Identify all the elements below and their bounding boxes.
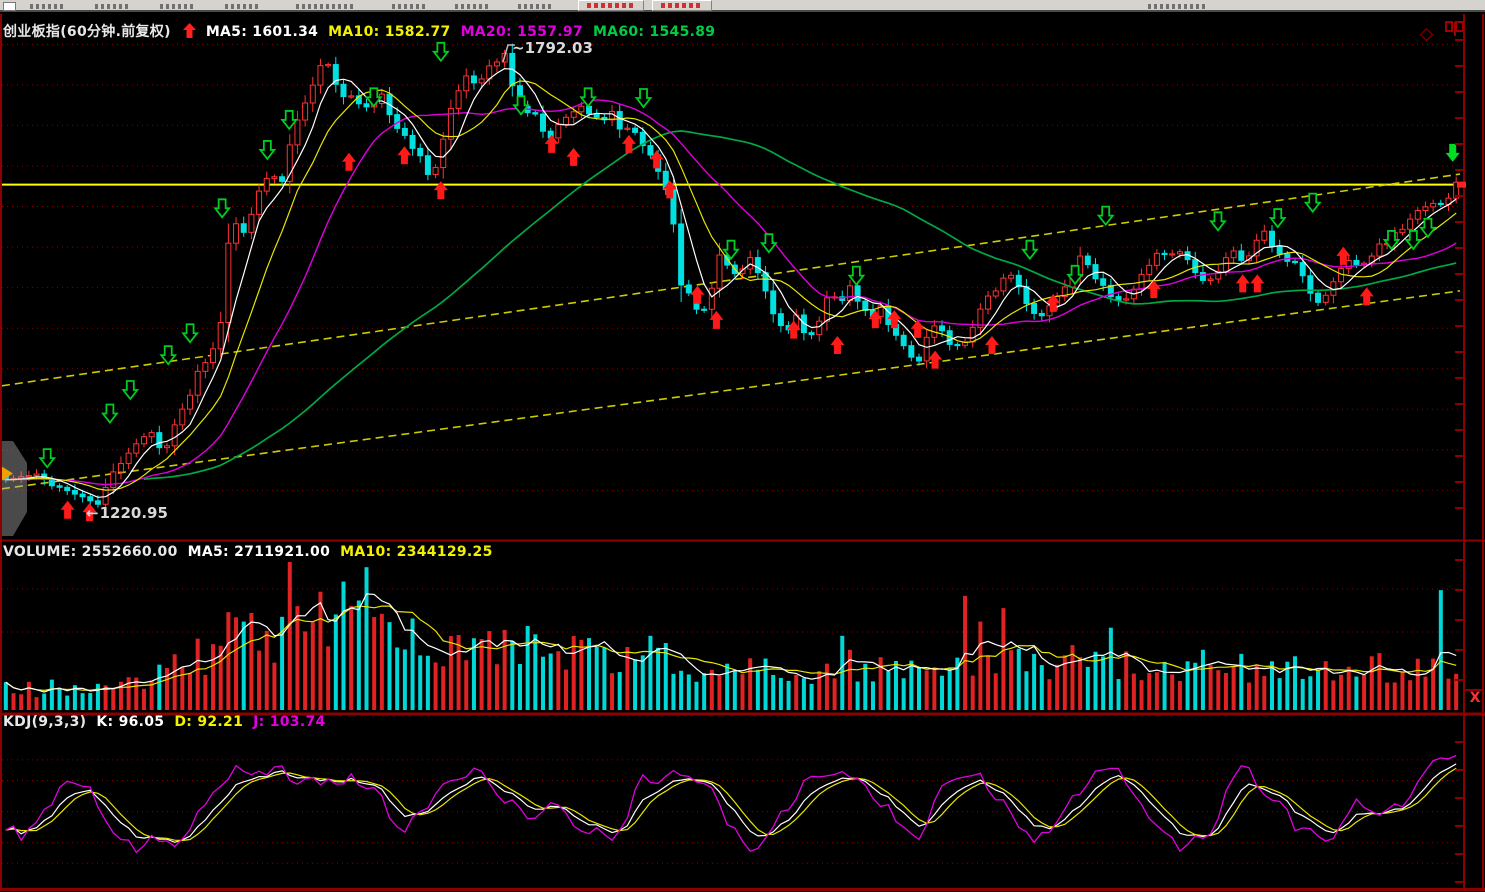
ma10-value: MA10: 1582.77 — [328, 24, 451, 40]
kdj-k-value: K: 96.05 — [96, 714, 165, 730]
annotation-leader: ~ — [512, 39, 525, 57]
volume-ma-lines — [5, 593, 1457, 693]
volume-pane-header: VOLUME: 2552660.00 MA5: 2711921.00 MA10: 2… — [3, 544, 503, 560]
instrument-title: 创业板指(60分钟.前复权) — [3, 24, 171, 40]
volume-ma5-value: MA5: 2711921.00 — [187, 544, 331, 560]
up-arrow-icon — [182, 23, 196, 42]
high-price-value: 1792.03 — [524, 39, 593, 57]
top-toolbar — [0, 0, 1485, 12]
low-price-value: 1220.95 — [99, 504, 168, 522]
menu-item-smudge[interactable] — [455, 4, 489, 9]
diamond-icon[interactable]: ◇ — [1420, 24, 1434, 44]
ma-lines — [5, 67, 1457, 498]
high-price-annotation: ~1792.03 — [512, 39, 593, 57]
kdj-lines — [5, 754, 1457, 854]
kdj-d-value: D: 92.21 — [174, 714, 244, 730]
close-indicator-button[interactable]: X — [1469, 690, 1481, 706]
ma60-value: MA60: 1545.89 — [592, 24, 716, 40]
kdj-gridlines — [2, 759, 1460, 864]
button-text-smudge — [587, 3, 635, 8]
menu-item-smudge[interactable] — [392, 4, 426, 9]
menu-item-smudge[interactable] — [296, 4, 356, 9]
low-price-annotation: ←1220.95 — [86, 504, 168, 522]
menu-item-smudge[interactable] — [95, 4, 129, 9]
ma5-value: MA5: 1601.34 — [205, 24, 319, 40]
chart-background — [0, 12, 1485, 892]
menu-item-smudge[interactable] — [518, 4, 552, 9]
main-gridlines — [2, 43, 1460, 491]
menu-item-smudge[interactable] — [160, 4, 194, 9]
volume-gridlines — [2, 588, 1460, 633]
window-layout-icon[interactable] — [1444, 20, 1466, 41]
kdj-pane-header: KDJ(9,3,3) K: 96.05 D: 92.21 J: 103.74 — [3, 714, 336, 730]
left-scroll-overlay[interactable] — [0, 441, 27, 536]
main-chart-header: 创业板指(60分钟.前复权) MA5: 1601.34 MA10: 1582.77 M… — [3, 21, 725, 42]
menu-item-smudge[interactable] — [225, 4, 259, 9]
menu-item-smudge[interactable] — [30, 4, 64, 9]
volume-bars — [3, 562, 1459, 710]
chart-corner-controls: ◇ — [1420, 20, 1466, 44]
kdj-j-value: J: 103.74 — [253, 714, 326, 730]
left-arrow-icon: ← — [86, 504, 99, 522]
signal-arrows — [38, 41, 1460, 522]
current-price-marker — [1457, 181, 1466, 188]
ma20-value: MA20: 1557.97 — [460, 24, 583, 40]
kdj-name-label: KDJ(9,3,3) — [3, 714, 87, 730]
toolbar-button-red-2[interactable] — [652, 0, 712, 11]
menu-item-smudge[interactable] — [1148, 4, 1206, 9]
volume-ma10-value: MA10: 2344129.25 — [340, 544, 493, 560]
axis-ticks[interactable] — [1455, 39, 1464, 883]
annotation-leader-line — [502, 44, 515, 63]
app-icon[interactable] — [3, 2, 16, 11]
trendlines — [0, 173, 1462, 490]
button-text-smudge — [661, 3, 703, 8]
pane-borders — [0, 14, 1485, 891]
volume-value: VOLUME: 2552660.00 — [3, 544, 178, 560]
toolbar-button-red-1[interactable] — [578, 0, 644, 11]
